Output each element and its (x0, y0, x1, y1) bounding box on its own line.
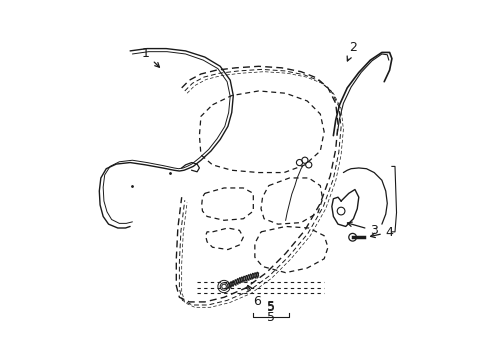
Text: 1: 1 (142, 47, 159, 67)
Text: 3: 3 (346, 222, 377, 237)
Text: 6: 6 (247, 285, 261, 308)
Text: 4: 4 (370, 226, 393, 239)
Text: 5: 5 (266, 300, 274, 313)
Text: 5: 5 (266, 301, 274, 314)
Text: 2: 2 (346, 41, 357, 61)
Text: 5: 5 (266, 311, 274, 324)
